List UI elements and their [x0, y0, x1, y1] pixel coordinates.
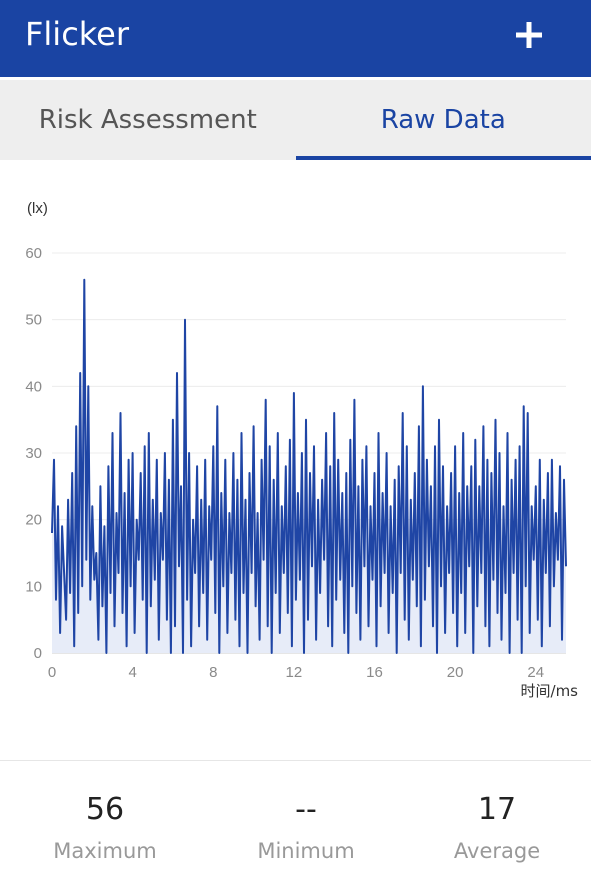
stat-maximum: 56 Maximum [30, 790, 180, 868]
y-tick-label: 50 [25, 312, 42, 329]
y-tick-label: 40 [25, 378, 42, 395]
x-tick-label: 20 [447, 664, 464, 681]
x-axis-label: 时间/ms [521, 682, 579, 700]
series-line [51, 278, 567, 654]
x-tick-label: 16 [366, 664, 383, 681]
x-tick-label: 12 [286, 664, 303, 681]
x-tick-label: 0 [48, 664, 56, 681]
stats-panel: 56 Maximum -- Minimum 17 Average [0, 790, 591, 870]
x-tick-label: 4 [128, 664, 136, 681]
stat-minimum-label: Minimum [257, 839, 355, 863]
stat-average: 17 Average [422, 790, 572, 868]
divider [0, 760, 591, 761]
y-tick-label: 30 [25, 445, 42, 462]
stat-average-label: Average [453, 839, 541, 863]
x-tick-label: 24 [527, 664, 544, 681]
series-area [52, 279, 566, 653]
y-tick-label: 0 [34, 645, 42, 662]
y-tick-label: 20 [25, 512, 42, 529]
tab-bar: Risk Assessment Raw Data [0, 80, 591, 160]
raw-data-chart: 0 10 20 30 40 50 60 0 4 8 12 16 20 24 (lx) 时间/ms [25, 200, 579, 700]
x-tick-label: 8 [209, 664, 217, 681]
y-axis-label: (lx) [27, 200, 48, 217]
y-tick-label: 60 [25, 245, 42, 262]
app-bar: Flicker [0, 0, 591, 77]
app-title: Flicker [25, 15, 130, 53]
stat-minimum: -- Minimum [231, 790, 381, 868]
tab-risk-assessment[interactable]: Risk Assessment [38, 105, 257, 135]
stat-average-value: 17 [477, 792, 517, 827]
stat-maximum-label: Maximum [53, 839, 157, 863]
plus-icon [516, 22, 542, 48]
stat-minimum-value: -- [295, 792, 317, 827]
stat-maximum-value: 56 [85, 792, 125, 827]
y-tick-label: 10 [25, 578, 42, 595]
add-button[interactable] [506, 12, 552, 58]
tab-raw-data[interactable]: Raw Data [295, 80, 591, 160]
